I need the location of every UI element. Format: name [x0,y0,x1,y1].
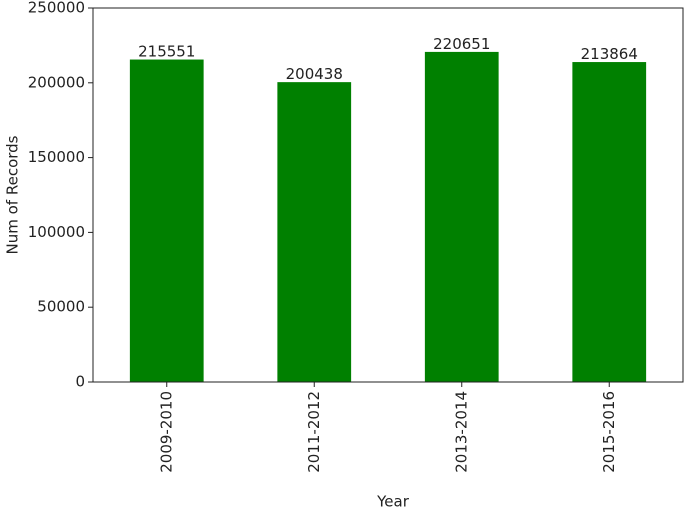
y-tick-label: 250000 [28,0,85,17]
x-tick-label: 2011-2012 [305,391,323,473]
y-tick-label: 0 [75,373,85,391]
y-tick-label: 100000 [28,223,85,241]
data-label: 200438 [286,65,343,83]
y-axis-label: Num of Records [4,135,22,254]
y-tick-label: 150000 [28,148,85,166]
data-label: 215551 [138,43,195,61]
bar [424,51,499,383]
x-tick-label: 2009-2010 [157,391,175,473]
plot-frame [92,7,684,383]
data-label: 220651 [433,35,490,53]
x-axis-label: Year [376,493,410,511]
y-tick-label: 50000 [37,298,85,316]
bar [277,82,352,383]
bar [572,62,647,383]
x-tick-label: 2015-2016 [600,391,618,473]
y-tick-label: 200000 [28,73,85,91]
bar [129,59,204,382]
x-tick-label: 2013-2014 [452,391,470,473]
data-label: 213864 [581,45,638,63]
